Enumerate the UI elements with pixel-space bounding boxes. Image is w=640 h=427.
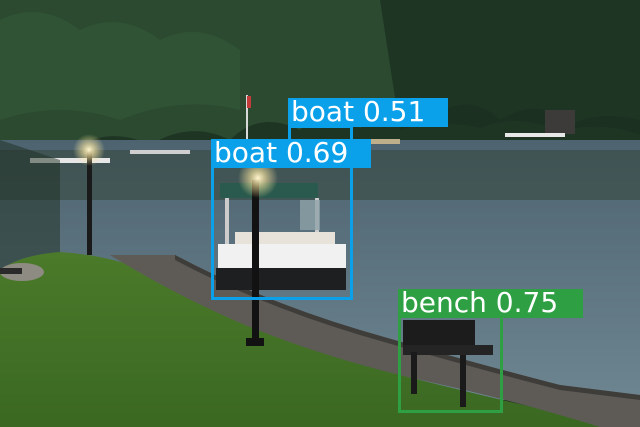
boat-windshield [300, 200, 320, 230]
far-boat [505, 133, 565, 137]
detection-label-bench: bench 0.75 [398, 289, 583, 318]
detection-box-boat [211, 164, 353, 300]
boat-seats [235, 232, 335, 246]
lamp-base-front [246, 338, 264, 346]
detection-label-boat: boat 0.69 [211, 139, 371, 168]
grass-left [0, 140, 60, 270]
boat-frame [225, 198, 229, 246]
lamp-glow-left [73, 134, 105, 166]
bench-back [403, 320, 475, 348]
grass-bank [0, 252, 620, 427]
detection-label-boat-far: boat 0.51 [288, 98, 448, 127]
bench-far [0, 268, 22, 274]
far-dock-3 [370, 139, 400, 144]
lamp-glow-front [238, 158, 278, 198]
boat-railing [218, 244, 346, 268]
boathouse [545, 110, 575, 134]
bench-leg-right [460, 355, 466, 407]
far-dock [30, 158, 110, 163]
flag [247, 96, 251, 108]
lamp-post-front [252, 180, 259, 342]
boat-hull [216, 268, 346, 290]
flagpole [246, 95, 248, 140]
bench-seat [403, 345, 493, 355]
lamp-post-left [87, 150, 92, 255]
tree-highlights [0, 12, 240, 120]
far-dock-2 [130, 150, 190, 154]
bench-leg-left [411, 352, 417, 394]
detection-box-bench [398, 315, 503, 413]
